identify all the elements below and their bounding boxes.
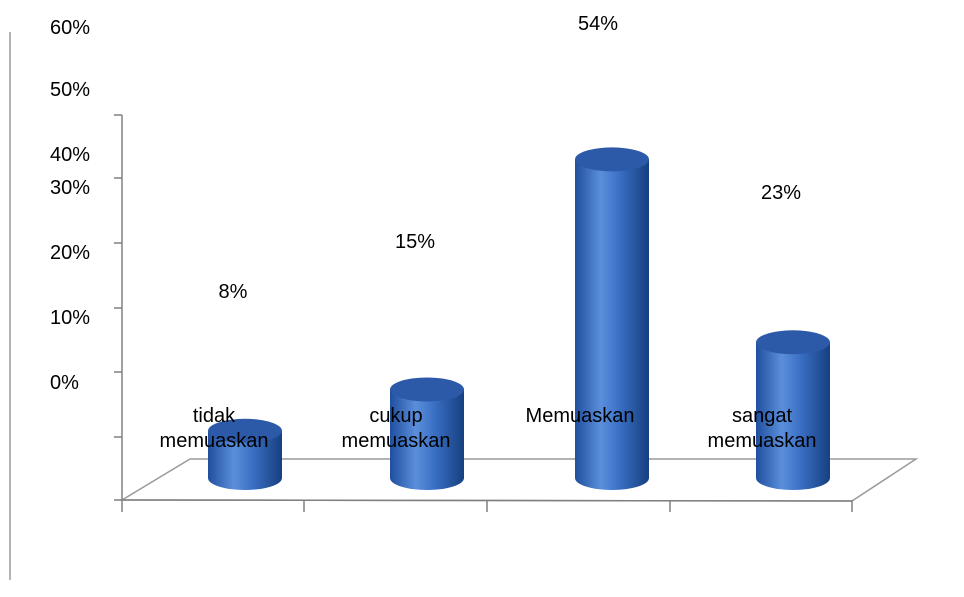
bar-top [208, 418, 282, 443]
category-label-line: tidak [192, 405, 236, 427]
y-tick-label: 50% [50, 79, 91, 101]
bar-body [575, 159, 649, 490]
y-tick-label: 0% [50, 372, 79, 394]
bar-4 [756, 330, 830, 490]
y-tick-label: 60% [50, 17, 91, 39]
bar-top [390, 377, 464, 402]
category-label-line: Memuaskan [525, 405, 635, 427]
data-label: 23% [760, 182, 802, 204]
x-axis-tickmarks [121, 500, 853, 512]
category-label: cukup memuaskan [342, 404, 451, 454]
category-label: Memuaskan [526, 404, 635, 429]
y-tick-label: 20% [50, 242, 91, 264]
category-label-line: sangat [731, 405, 793, 427]
y-tick-label: 40% [50, 144, 91, 166]
category-label: tidak memuaskan [160, 404, 269, 454]
category-label-line: memuaskan [707, 430, 817, 452]
data-label: 54% [577, 13, 619, 35]
bar-top [575, 147, 649, 172]
category-label-line: cukup [369, 405, 423, 427]
category-label-line: memuaskan [341, 430, 451, 452]
category-label-line: memuaskan [159, 430, 269, 452]
bar-2 [390, 377, 464, 490]
y-tick-label: 10% [50, 307, 91, 329]
category-label: sangat memuaskan [708, 404, 817, 454]
y-axis-tickmarks [114, 114, 122, 501]
y-tick-label: 30% [50, 177, 91, 199]
bar-body [756, 342, 830, 490]
data-label: 15% [394, 231, 436, 253]
data-label: 8% [218, 281, 248, 303]
bar-top [756, 330, 830, 355]
bar-3 [575, 147, 649, 490]
bar-group [208, 147, 830, 490]
bar-body [208, 430, 282, 490]
bar-body [390, 389, 464, 490]
bar-1 [208, 418, 282, 490]
